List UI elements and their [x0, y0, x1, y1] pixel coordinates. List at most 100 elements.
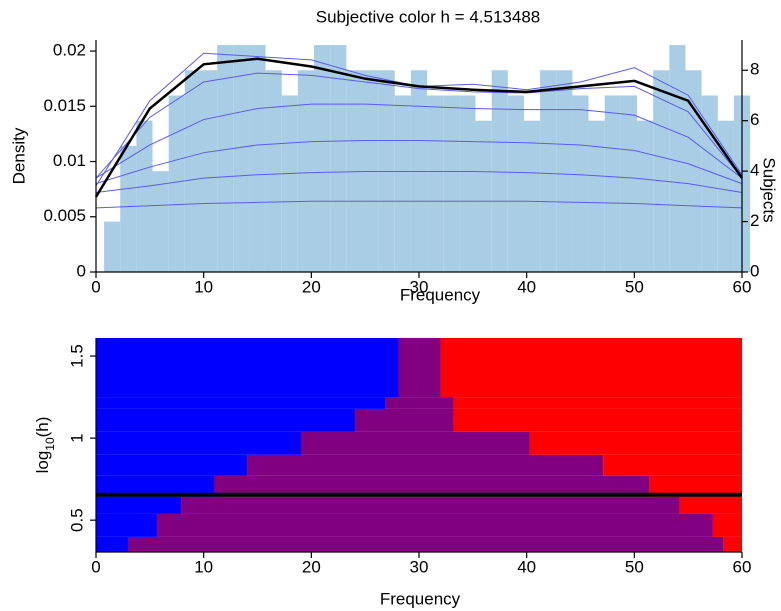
middle-region	[385, 397, 454, 409]
density-curve	[95, 170, 743, 193]
histogram-bar	[459, 95, 476, 272]
x-tick-label: 40	[517, 557, 536, 576]
left-region	[96, 475, 215, 497]
histogram-bar	[443, 95, 460, 272]
y-axis-label: Density	[9, 127, 28, 184]
histogram-bar	[540, 70, 557, 273]
x-tick-label: 10	[194, 277, 213, 296]
middle-region	[355, 408, 454, 432]
histogram-bar	[217, 45, 234, 272]
right-region	[712, 513, 742, 537]
density-curve	[95, 140, 743, 185]
middle-region	[247, 454, 604, 476]
histogram-bar	[523, 120, 541, 273]
x-tick-label: 0	[91, 277, 100, 296]
right-region	[679, 496, 742, 514]
y-tick-label: 0.01	[53, 151, 86, 170]
x-axis-label: Frequency	[400, 285, 481, 304]
y2-tick-label: 8	[750, 60, 759, 79]
histogram-bar	[669, 45, 686, 272]
right-region	[649, 475, 742, 497]
left-region	[96, 431, 301, 455]
right-region	[723, 536, 742, 552]
middle-region	[127, 536, 724, 552]
right-region	[453, 408, 742, 432]
histogram-bar	[346, 70, 363, 273]
x-tick-label: 10	[194, 557, 213, 576]
y-tick-label: 1	[67, 433, 86, 442]
y-label-sub: 10	[43, 437, 57, 451]
middle-region	[214, 475, 650, 497]
y2-axis-label: Subjects	[760, 157, 779, 222]
y-label-part: log	[33, 451, 52, 474]
histogram-bar	[120, 145, 137, 272]
y-tick-label: 0.005	[43, 206, 86, 225]
histogram-bar	[507, 95, 524, 272]
y2-tick-label: 6	[750, 110, 759, 129]
y2-tick-label: 0	[750, 261, 759, 280]
histogram-bar	[556, 70, 573, 273]
histogram-bar	[265, 70, 282, 273]
histogram-bar	[394, 95, 411, 272]
y-tick-label: 0	[77, 261, 86, 280]
y-tick-label: 0.02	[53, 41, 86, 60]
histogram-bar	[620, 95, 638, 272]
right-region	[603, 454, 742, 476]
y-tick-label: 1.5	[67, 344, 86, 368]
histogram-bar	[200, 70, 218, 273]
x-tick-label: 30	[410, 557, 429, 576]
histogram-bar	[427, 95, 444, 272]
x-tick-label: 30	[410, 277, 429, 296]
histogram-bar	[297, 70, 315, 273]
histogram-bar	[168, 95, 185, 272]
histogram-bar	[152, 171, 169, 272]
left-region	[96, 397, 386, 409]
density-curve	[95, 103, 743, 179]
left-region	[96, 454, 248, 476]
histogram-bar	[104, 221, 121, 272]
y-axis-label: log10(h)	[33, 417, 57, 474]
y2-tick-label: 2	[750, 211, 759, 230]
histogram-bar	[249, 45, 266, 272]
histogram-bar	[604, 95, 621, 272]
right-region	[453, 397, 742, 409]
histogram-bar	[653, 70, 670, 273]
y-label-part: (h)	[33, 417, 52, 438]
histogram-bar	[491, 70, 508, 273]
x-tick-label: 20	[302, 277, 321, 296]
left-region	[96, 513, 158, 537]
x-tick-label: 40	[517, 277, 536, 296]
right-region	[529, 431, 742, 455]
y2-tick-label: 4	[750, 161, 759, 180]
middle-region	[398, 338, 441, 398]
middle-region	[157, 513, 713, 537]
chart-title: Subjective color h = 4.513488	[316, 7, 540, 26]
x-tick-label: 50	[625, 277, 644, 296]
x-tick-label: 20	[302, 557, 321, 576]
x-axis-label: Frequency	[380, 589, 461, 608]
left-region	[96, 496, 182, 514]
y-tick-label: 0.015	[43, 96, 86, 115]
x-tick-label: 50	[625, 557, 644, 576]
histogram-bar	[685, 70, 702, 273]
histogram-bar	[233, 45, 250, 272]
right-region	[440, 338, 742, 398]
histogram-bar	[314, 45, 331, 272]
left-region	[96, 536, 128, 552]
left-region	[96, 408, 356, 432]
histogram-bar	[475, 120, 492, 273]
middle-region	[300, 431, 530, 455]
histogram-bar	[184, 70, 201, 273]
middle-region	[181, 496, 680, 514]
density-curve	[95, 72, 743, 179]
density-curve	[95, 200, 743, 209]
histogram-bar	[281, 95, 298, 272]
histogram-bar	[330, 45, 347, 272]
x-tick-label: 0	[91, 557, 100, 576]
histogram-bar	[637, 120, 654, 273]
y-tick-label: 0.5	[67, 508, 86, 532]
x-tick-label: 60	[733, 557, 752, 576]
histogram-bar	[588, 120, 605, 273]
left-region	[96, 338, 399, 398]
